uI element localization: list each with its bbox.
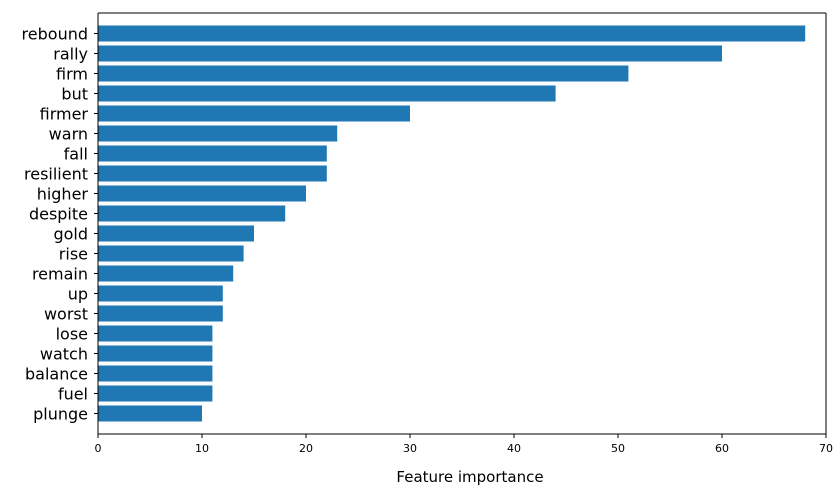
category-label-lose: lose (56, 325, 88, 344)
category-label-remain: remain (32, 265, 88, 284)
bar-despite (98, 205, 286, 222)
bar-higher (98, 185, 306, 202)
bar-lose (98, 325, 213, 342)
category-label-plunge: plunge (33, 405, 88, 424)
category-label-but: but (61, 85, 88, 104)
category-label-rise: rise (59, 245, 88, 264)
bar-fuel (98, 385, 213, 402)
x-tick-label: 30 (403, 442, 417, 455)
bars-group (98, 25, 806, 422)
bar-remain (98, 265, 234, 282)
bar-plunge (98, 405, 202, 422)
bar-warn (98, 125, 338, 142)
category-label-up: up (68, 285, 88, 304)
category-label-worst: worst (44, 305, 88, 324)
category-label-watch: watch (40, 345, 88, 364)
x-axis-title: Feature importance (396, 468, 543, 486)
x-tick-label: 40 (507, 442, 521, 455)
axes-group (94, 12, 827, 435)
bar-worst (98, 305, 223, 322)
bar-but (98, 85, 556, 102)
x-tick-label: 50 (611, 442, 625, 455)
category-labels-group: reboundrallyfirmbutfirmerwarnfallresilie… (22, 25, 89, 424)
category-label-despite: despite (29, 205, 88, 224)
bar-up (98, 285, 223, 302)
x-ticks-group: 0 10 20 30 40 50 60 70 (95, 434, 833, 455)
bar-rebound (98, 25, 806, 42)
bar-fall (98, 145, 327, 162)
category-label-higher: higher (37, 185, 89, 204)
category-label-fall: fall (64, 145, 88, 164)
category-label-gold: gold (53, 225, 88, 244)
category-label-fuel: fuel (58, 385, 88, 404)
bar-balance (98, 365, 213, 382)
bar-resilient (98, 165, 327, 182)
bar-firm (98, 65, 629, 82)
category-label-warn: warn (49, 125, 88, 144)
bar-watch (98, 345, 213, 362)
category-label-balance: balance (25, 365, 88, 384)
x-tick-label: 70 (819, 442, 833, 455)
bar-firmer (98, 105, 410, 122)
bar-gold (98, 225, 254, 242)
x-tick-label: 0 (95, 442, 102, 455)
category-label-resilient: resilient (24, 165, 88, 184)
bar-rise (98, 245, 244, 262)
category-label-firmer: firmer (40, 105, 89, 124)
x-tick-label: 60 (715, 442, 729, 455)
bar-rally (98, 45, 722, 62)
category-label-firm: firm (56, 65, 88, 84)
category-label-rally: rally (53, 45, 88, 64)
x-tick-label: 20 (299, 442, 313, 455)
category-label-rebound: rebound (22, 25, 88, 44)
x-tick-label: 10 (195, 442, 209, 455)
